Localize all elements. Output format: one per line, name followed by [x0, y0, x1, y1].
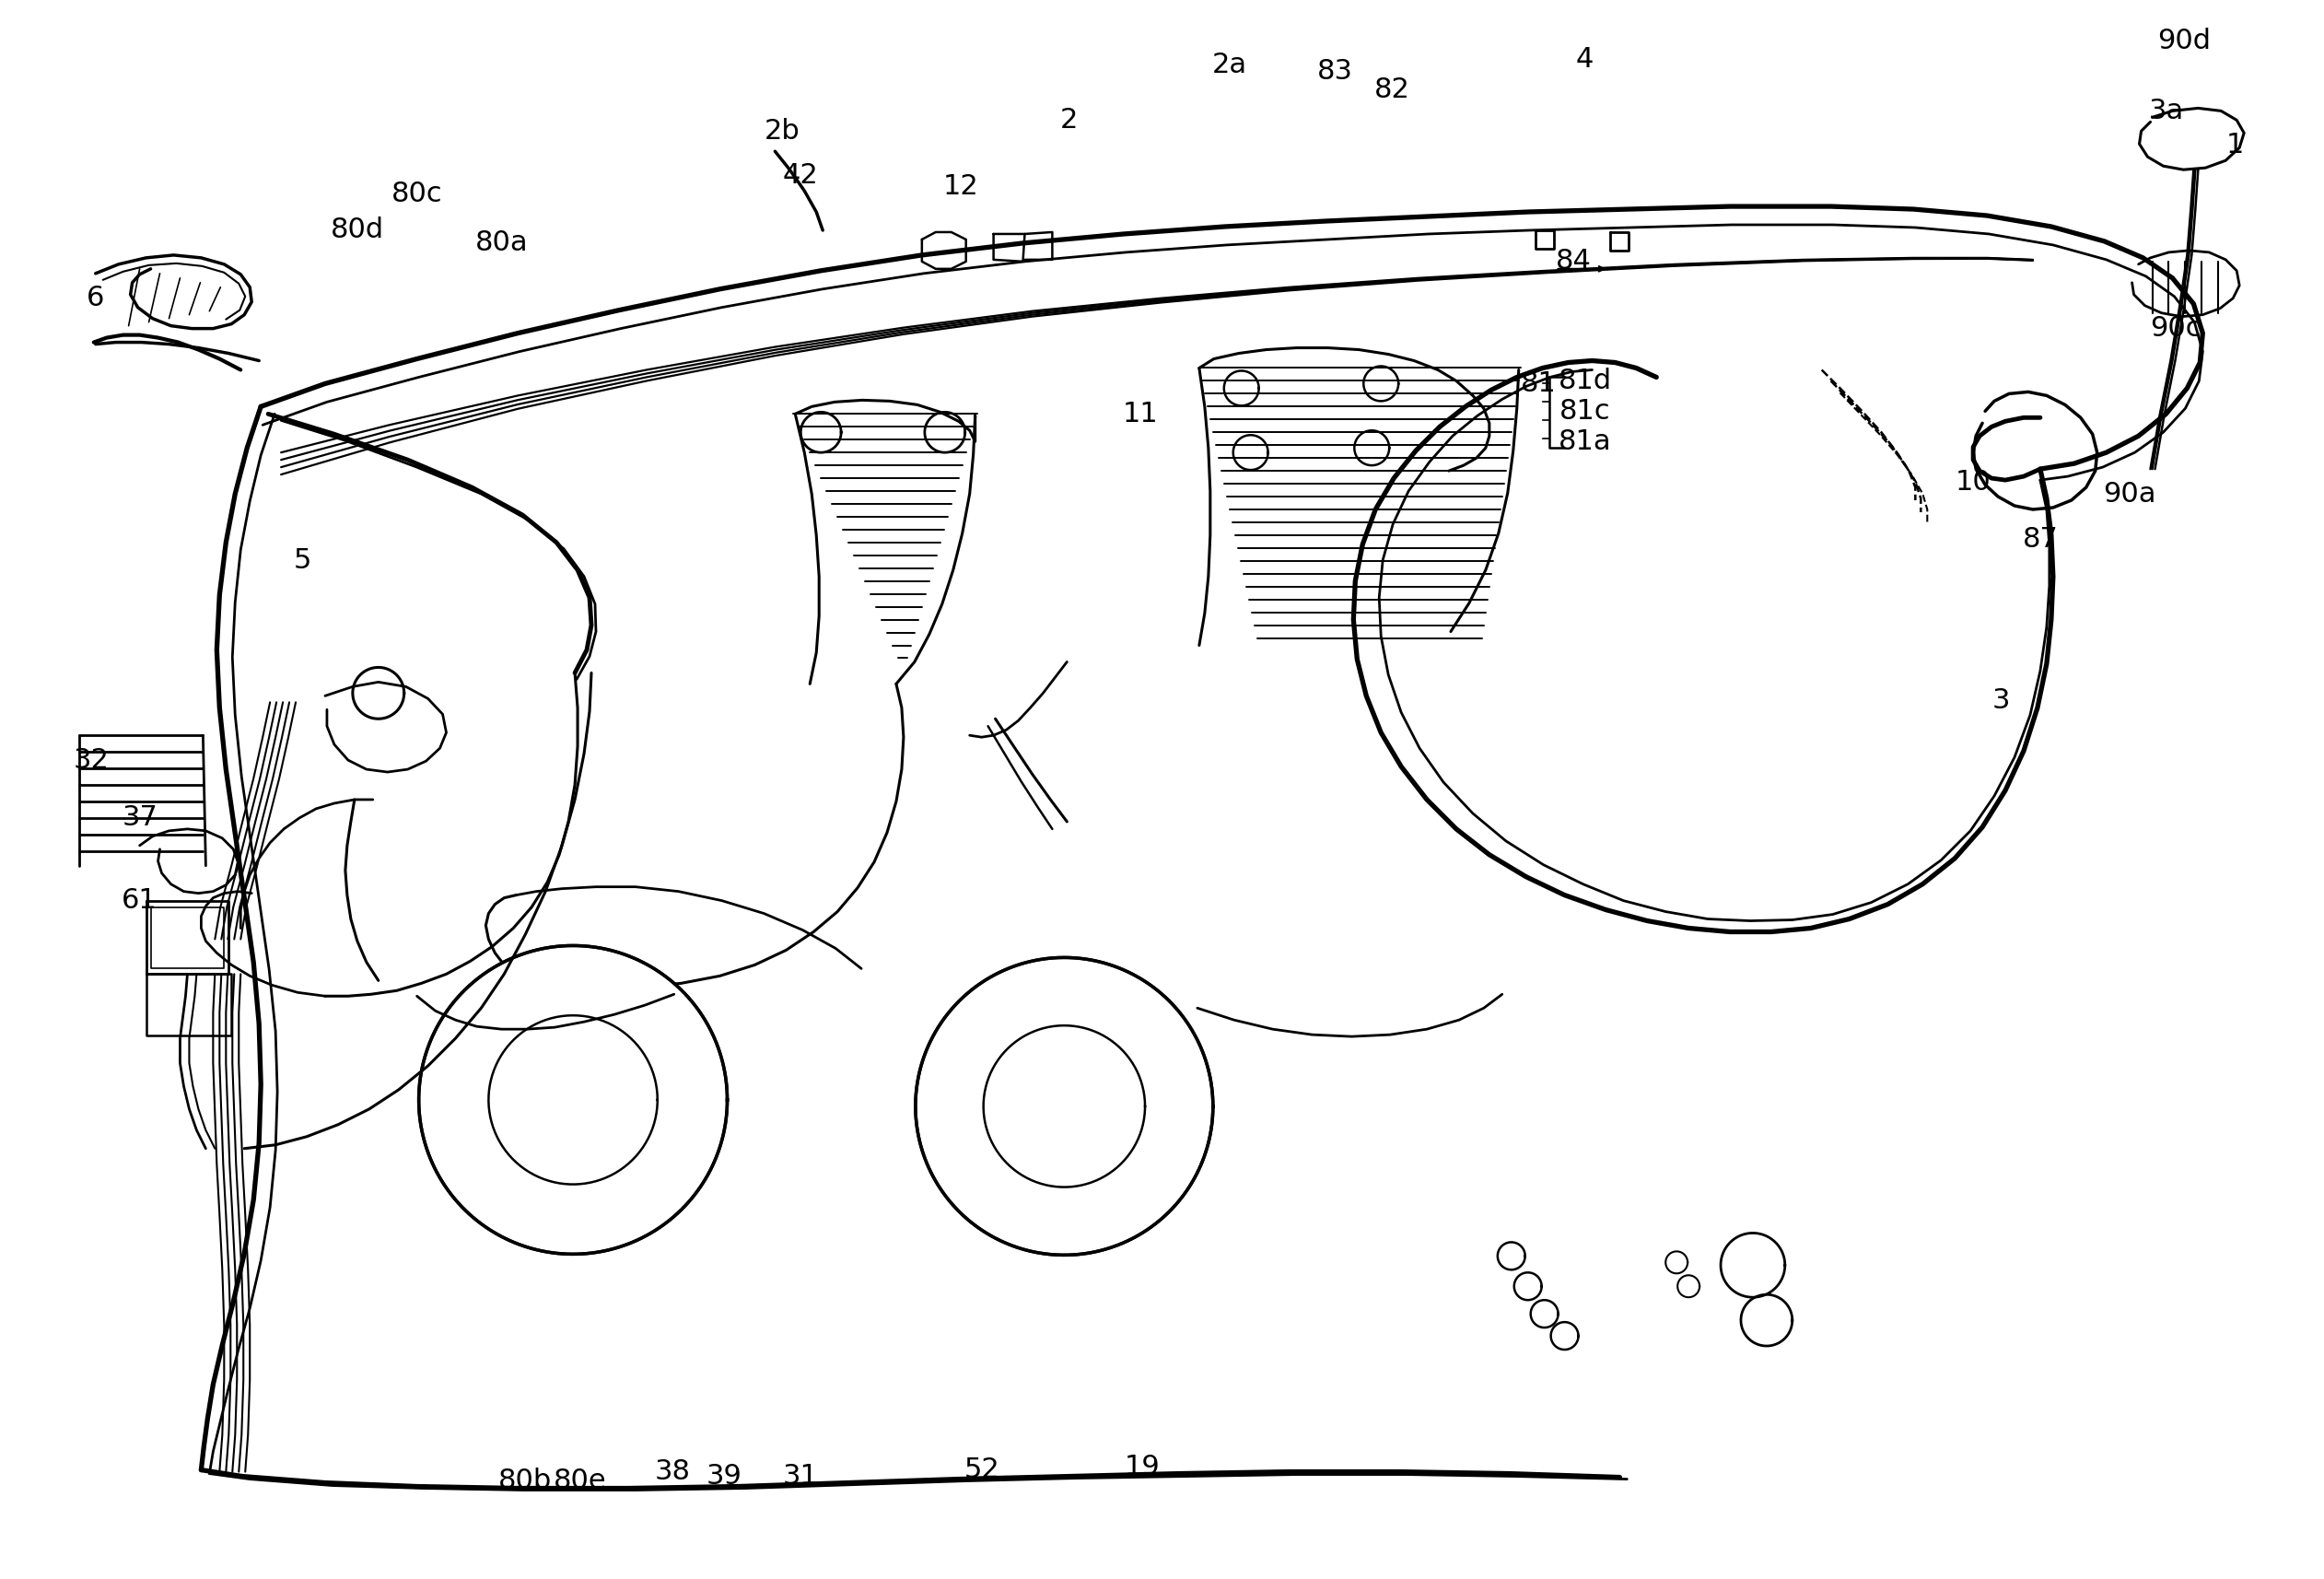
Text: 81: 81: [1520, 369, 1557, 396]
Text: 2a: 2a: [1211, 52, 1248, 79]
Text: 37: 37: [121, 805, 158, 831]
Text: 90a: 90a: [2103, 480, 2157, 507]
Text: 83: 83: [1318, 58, 1353, 85]
Polygon shape: [418, 946, 727, 1254]
Text: 10: 10: [1954, 469, 1992, 496]
Text: 81c: 81c: [1559, 398, 1611, 425]
Text: 31: 31: [783, 1464, 818, 1489]
Text: 84: 84: [1555, 248, 1592, 275]
Text: 32: 32: [72, 747, 109, 774]
Text: 39: 39: [706, 1464, 741, 1489]
Text: 11: 11: [1122, 401, 1157, 428]
Text: 90d: 90d: [2157, 28, 2210, 55]
Text: 1: 1: [2226, 131, 2243, 158]
Text: 19: 19: [1125, 1454, 1160, 1481]
Text: 90c: 90c: [2150, 316, 2201, 343]
Text: 80b: 80b: [497, 1467, 553, 1494]
Text: 81d: 81d: [1557, 368, 1611, 395]
Text: 80c: 80c: [390, 180, 442, 207]
Text: 61: 61: [121, 887, 158, 914]
Text: 87: 87: [2022, 526, 2059, 553]
Text: 82: 82: [1373, 76, 1411, 103]
Text: 42: 42: [783, 161, 818, 188]
Text: 3a: 3a: [2147, 98, 2185, 125]
Text: 52: 52: [964, 1456, 999, 1483]
Text: 3: 3: [1992, 687, 2010, 714]
Text: 12: 12: [944, 172, 978, 199]
Polygon shape: [916, 957, 1213, 1255]
Text: 4: 4: [1576, 46, 1594, 73]
Text: 81a: 81a: [1559, 428, 1611, 455]
Text: 2b: 2b: [765, 118, 799, 144]
Text: 6: 6: [86, 284, 105, 311]
Text: 2: 2: [1060, 107, 1078, 134]
Text: 5: 5: [293, 548, 311, 575]
Text: 38: 38: [655, 1459, 690, 1486]
Text: 80a: 80a: [474, 231, 528, 256]
Text: 80e: 80e: [553, 1467, 607, 1494]
Text: 80d: 80d: [330, 216, 383, 243]
